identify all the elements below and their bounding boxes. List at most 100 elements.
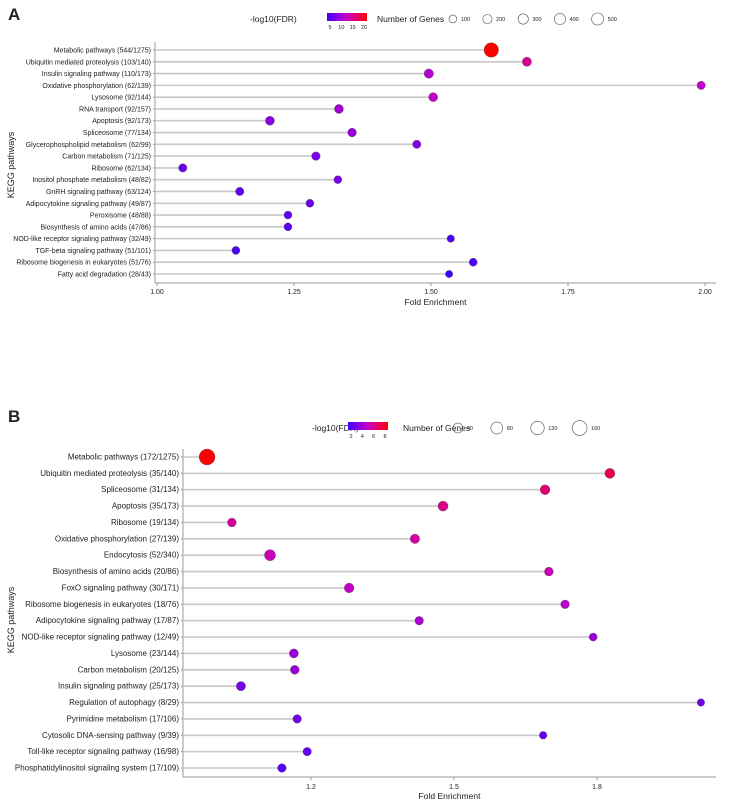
color-legend-tick: 6 xyxy=(372,434,375,440)
category-label: Lysosome (92/144) xyxy=(91,95,151,102)
category-label: Apoptosis (35/173) xyxy=(112,502,179,511)
lollipop-point xyxy=(539,731,548,740)
category-label: Apoptosis (92/173) xyxy=(92,118,151,125)
category-label: Endocytosis (52/340) xyxy=(104,551,179,560)
size-legend-label: 40 xyxy=(467,426,473,432)
lollipop-point xyxy=(560,599,570,609)
lollipop-point xyxy=(236,681,246,692)
y-axis-title: KEGG pathways xyxy=(6,131,16,198)
category-label: Ribosome biogenesis in eukaryotes (51/76… xyxy=(16,260,151,267)
size-legend-label: 160 xyxy=(591,426,600,432)
category-label: Phosphatidylinositol signaling system (1… xyxy=(15,764,179,773)
category-label: Carbon metabolism (20/125) xyxy=(78,665,180,674)
size-legend-circle xyxy=(530,420,545,436)
category-label: Biosynthesis of amino acids (47/86) xyxy=(41,224,152,231)
size-legend-circle xyxy=(591,12,604,26)
category-label: NOD-like receptor signaling pathway (32/… xyxy=(13,236,151,243)
x-tick-label: 1.00 xyxy=(150,289,164,296)
category-label: Spliceosome (77/134) xyxy=(83,130,151,137)
category-label: Toll-like receptor signaling pathway (16… xyxy=(27,747,179,756)
lollipop-point xyxy=(311,151,321,161)
x-tick-label: 1.75 xyxy=(561,289,575,296)
color-legend-title: -log10(FDR) xyxy=(312,423,359,433)
category-label: Lysosome (23/144) xyxy=(111,649,180,658)
category-label: Fatty acid degradation (28/43) xyxy=(58,272,151,279)
lollipop-point xyxy=(446,234,455,243)
color-legend-tick: 8 xyxy=(383,434,386,440)
x-axis-title: Fold Enrichment xyxy=(405,297,468,307)
size-legend-circle xyxy=(448,14,458,24)
lollipop-point xyxy=(428,92,438,102)
panel-letter: A xyxy=(8,5,20,24)
lollipop-point xyxy=(334,104,344,114)
size-legend-label: 200 xyxy=(496,17,505,23)
lollipop-point xyxy=(588,632,598,642)
size-legend-label: 80 xyxy=(507,426,513,432)
category-label: NOD-like receptor signaling pathway (12/… xyxy=(22,633,180,642)
color-legend-bar xyxy=(327,13,367,21)
x-tick-label: 1.50 xyxy=(424,289,438,296)
x-tick-label: 1.8 xyxy=(592,784,602,791)
lollipop-point xyxy=(264,549,276,561)
size-legend-label: 300 xyxy=(532,17,541,23)
lollipop-point xyxy=(414,616,424,626)
category-label: Cytosolic DNA-sensing pathway (9/39) xyxy=(42,731,179,740)
lollipop-point xyxy=(277,763,287,773)
lollipop-point xyxy=(302,747,312,757)
panel-letter: B xyxy=(8,407,20,426)
lollipop-point xyxy=(344,582,355,593)
lollipop-point xyxy=(265,116,275,126)
lollipop-point xyxy=(347,127,357,138)
size-legend-circle xyxy=(490,421,504,435)
category-label: Metabolic pathways (172/1275) xyxy=(68,453,180,462)
category-label: FoxO signaling pathway (30/171) xyxy=(62,583,180,592)
lollipop-point xyxy=(423,68,434,79)
category-label: Adipocytokine signaling pathway (49/87) xyxy=(26,201,151,208)
category-label: Pyrimidine metabolism (17/106) xyxy=(67,714,180,723)
size-legend-circle xyxy=(452,422,464,434)
category-label: Ribosome (62/134) xyxy=(91,165,151,172)
lollipop-point xyxy=(283,222,293,232)
lollipop-point xyxy=(227,517,237,528)
lollipop-point xyxy=(696,80,706,90)
lollipop-point xyxy=(235,187,245,196)
size-legend-circle xyxy=(517,13,529,25)
lollipop-point xyxy=(231,246,241,255)
category-label: Oxidative phosphorylation (27/139) xyxy=(55,534,179,543)
category-label: Ribosome (19/134) xyxy=(111,518,179,527)
category-label: Carbon metabolism (71/125) xyxy=(62,154,151,161)
size-legend-label: 100 xyxy=(461,17,470,23)
color-legend-tick: 4 xyxy=(361,434,364,440)
lollipop-point xyxy=(178,163,188,173)
x-tick-label: 1.2 xyxy=(306,784,316,791)
size-legend-circle xyxy=(482,14,493,24)
lollipop-point xyxy=(412,139,422,149)
category-label: GnRH signaling pathway (63/124) xyxy=(46,189,151,196)
size-legend-label: 500 xyxy=(608,17,617,23)
color-legend-tick: 10 xyxy=(338,25,344,31)
panel-b: B 1.2 1.5 1.8 Fold Enrichment KEGG pathways Me… xyxy=(6,407,716,801)
category-label: Ubiquitin mediated proteolysis (35/140) xyxy=(40,469,179,478)
x-tick-label: 1.5 xyxy=(449,784,459,791)
x-tick-label: 1.25 xyxy=(287,289,301,296)
size-legend-circle xyxy=(571,420,588,436)
lollipop-point xyxy=(409,533,420,544)
size-legend-title: Number of Genes xyxy=(403,423,470,433)
color-legend-bar xyxy=(348,422,388,430)
category-label: Insulin signaling pathway (25/173) xyxy=(58,682,179,691)
color-legend-title: -log10(FDR) xyxy=(250,14,297,24)
lollipop-point xyxy=(333,175,343,184)
lollipop-point xyxy=(305,199,315,208)
lollipop-point xyxy=(539,484,551,495)
lollipop-point xyxy=(292,714,302,724)
panel-a: A 1.00 1.25 1.50 1.75 2.00 Fold Enrichment KEGG… xyxy=(6,5,716,307)
category-label: Ubiquitin mediated proteolysis (103/140) xyxy=(26,59,151,66)
lollipop-point xyxy=(289,648,299,659)
category-label: Peroxisome (48/88) xyxy=(90,213,151,220)
category-label: Regulation of autophagy (8/29) xyxy=(69,698,179,707)
category-label: Inositol phosphate metabolism (48/82) xyxy=(32,177,151,184)
lollipop-point xyxy=(445,270,453,278)
lollipop-point xyxy=(468,257,478,267)
lollipop-point xyxy=(290,665,300,675)
